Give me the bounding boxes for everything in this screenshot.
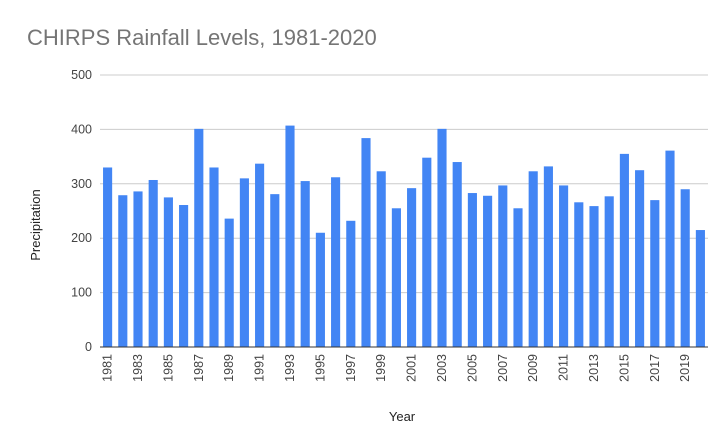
x-tick-label: 1993 — [283, 354, 297, 382]
y-tick-label: 300 — [71, 177, 92, 191]
chart-title: CHIRPS Rainfall Levels, 1981-2020 — [27, 25, 377, 50]
bars — [103, 125, 705, 347]
x-tick-label: 2015 — [617, 354, 631, 382]
y-axis-label: Precipitation — [28, 189, 43, 261]
x-tick-label: 1987 — [192, 354, 206, 382]
bar-2008 — [513, 208, 523, 347]
x-tick-label: 1991 — [253, 354, 267, 382]
bar-1983 — [133, 191, 143, 347]
x-tick-label: 2019 — [678, 354, 692, 382]
bar-2006 — [483, 195, 493, 347]
x-tick-label: 1995 — [313, 354, 327, 382]
bar-1985 — [163, 197, 173, 347]
bar-1997 — [346, 220, 356, 347]
x-axis-ticks: 1981 1983 1985 1987 1989 1991 1993 1995 1997 1999… — [101, 354, 693, 382]
x-tick-label: 2001 — [405, 354, 419, 382]
bar-2012 — [574, 202, 584, 347]
bar-2009 — [528, 171, 538, 347]
bar-2017 — [650, 200, 660, 347]
x-tick-label: 2003 — [435, 354, 449, 382]
bar-1982 — [118, 195, 128, 347]
x-tick-label: 2013 — [587, 354, 601, 382]
bar-1999 — [376, 171, 386, 347]
x-tick-label: 1983 — [131, 354, 145, 382]
bar-1989 — [224, 218, 234, 347]
x-tick-label: 1989 — [222, 354, 236, 382]
bar-2020 — [695, 230, 705, 347]
bar-1987 — [194, 128, 204, 347]
bar-1990 — [239, 178, 249, 347]
bar-2016 — [635, 170, 645, 347]
bar-1981 — [103, 167, 113, 347]
gridlines — [100, 74, 708, 294]
bar-1991 — [255, 163, 265, 347]
bar-1995 — [315, 232, 325, 347]
bar-2000 — [391, 208, 401, 347]
x-tick-label: 1981 — [101, 354, 115, 382]
x-tick-label: 2011 — [557, 354, 571, 381]
bar-1994 — [300, 181, 310, 347]
x-tick-label: 1999 — [374, 354, 388, 382]
bar-2004 — [452, 162, 462, 347]
bar-1996 — [331, 177, 341, 347]
x-tick-label: 2017 — [648, 354, 662, 382]
bar-1986 — [179, 205, 189, 347]
bar-1998 — [361, 138, 371, 347]
bar-1992 — [270, 194, 280, 347]
bar-2015 — [619, 153, 629, 347]
bar-1988 — [209, 167, 219, 347]
bar-2013 — [589, 206, 599, 347]
bar-2005 — [467, 193, 477, 347]
bar-2010 — [543, 166, 553, 347]
x-tick-label: 2009 — [526, 354, 540, 382]
x-axis-label: Year — [389, 409, 416, 424]
bar-1984 — [148, 179, 158, 347]
bar-2011 — [559, 185, 569, 347]
y-tick-label: 200 — [71, 231, 92, 245]
bar-2019 — [680, 189, 690, 347]
x-tick-label: 1985 — [161, 354, 175, 382]
bar-2002 — [422, 157, 432, 347]
x-tick-label: 2007 — [496, 354, 510, 382]
x-tick-label: 1997 — [344, 354, 358, 382]
y-tick-label: 400 — [71, 122, 92, 136]
y-axis-ticks: 0 100 200 300 400 500 — [71, 68, 92, 354]
bar-2001 — [407, 188, 417, 347]
bar-2014 — [604, 196, 614, 347]
y-tick-label: 0 — [85, 340, 92, 354]
y-tick-label: 100 — [71, 286, 92, 300]
bar-2007 — [498, 185, 508, 347]
x-tick-label: 2005 — [465, 354, 479, 382]
y-tick-label: 500 — [71, 68, 92, 82]
bar-2003 — [437, 128, 447, 347]
bar-1993 — [285, 125, 295, 347]
bar-2018 — [665, 150, 675, 347]
